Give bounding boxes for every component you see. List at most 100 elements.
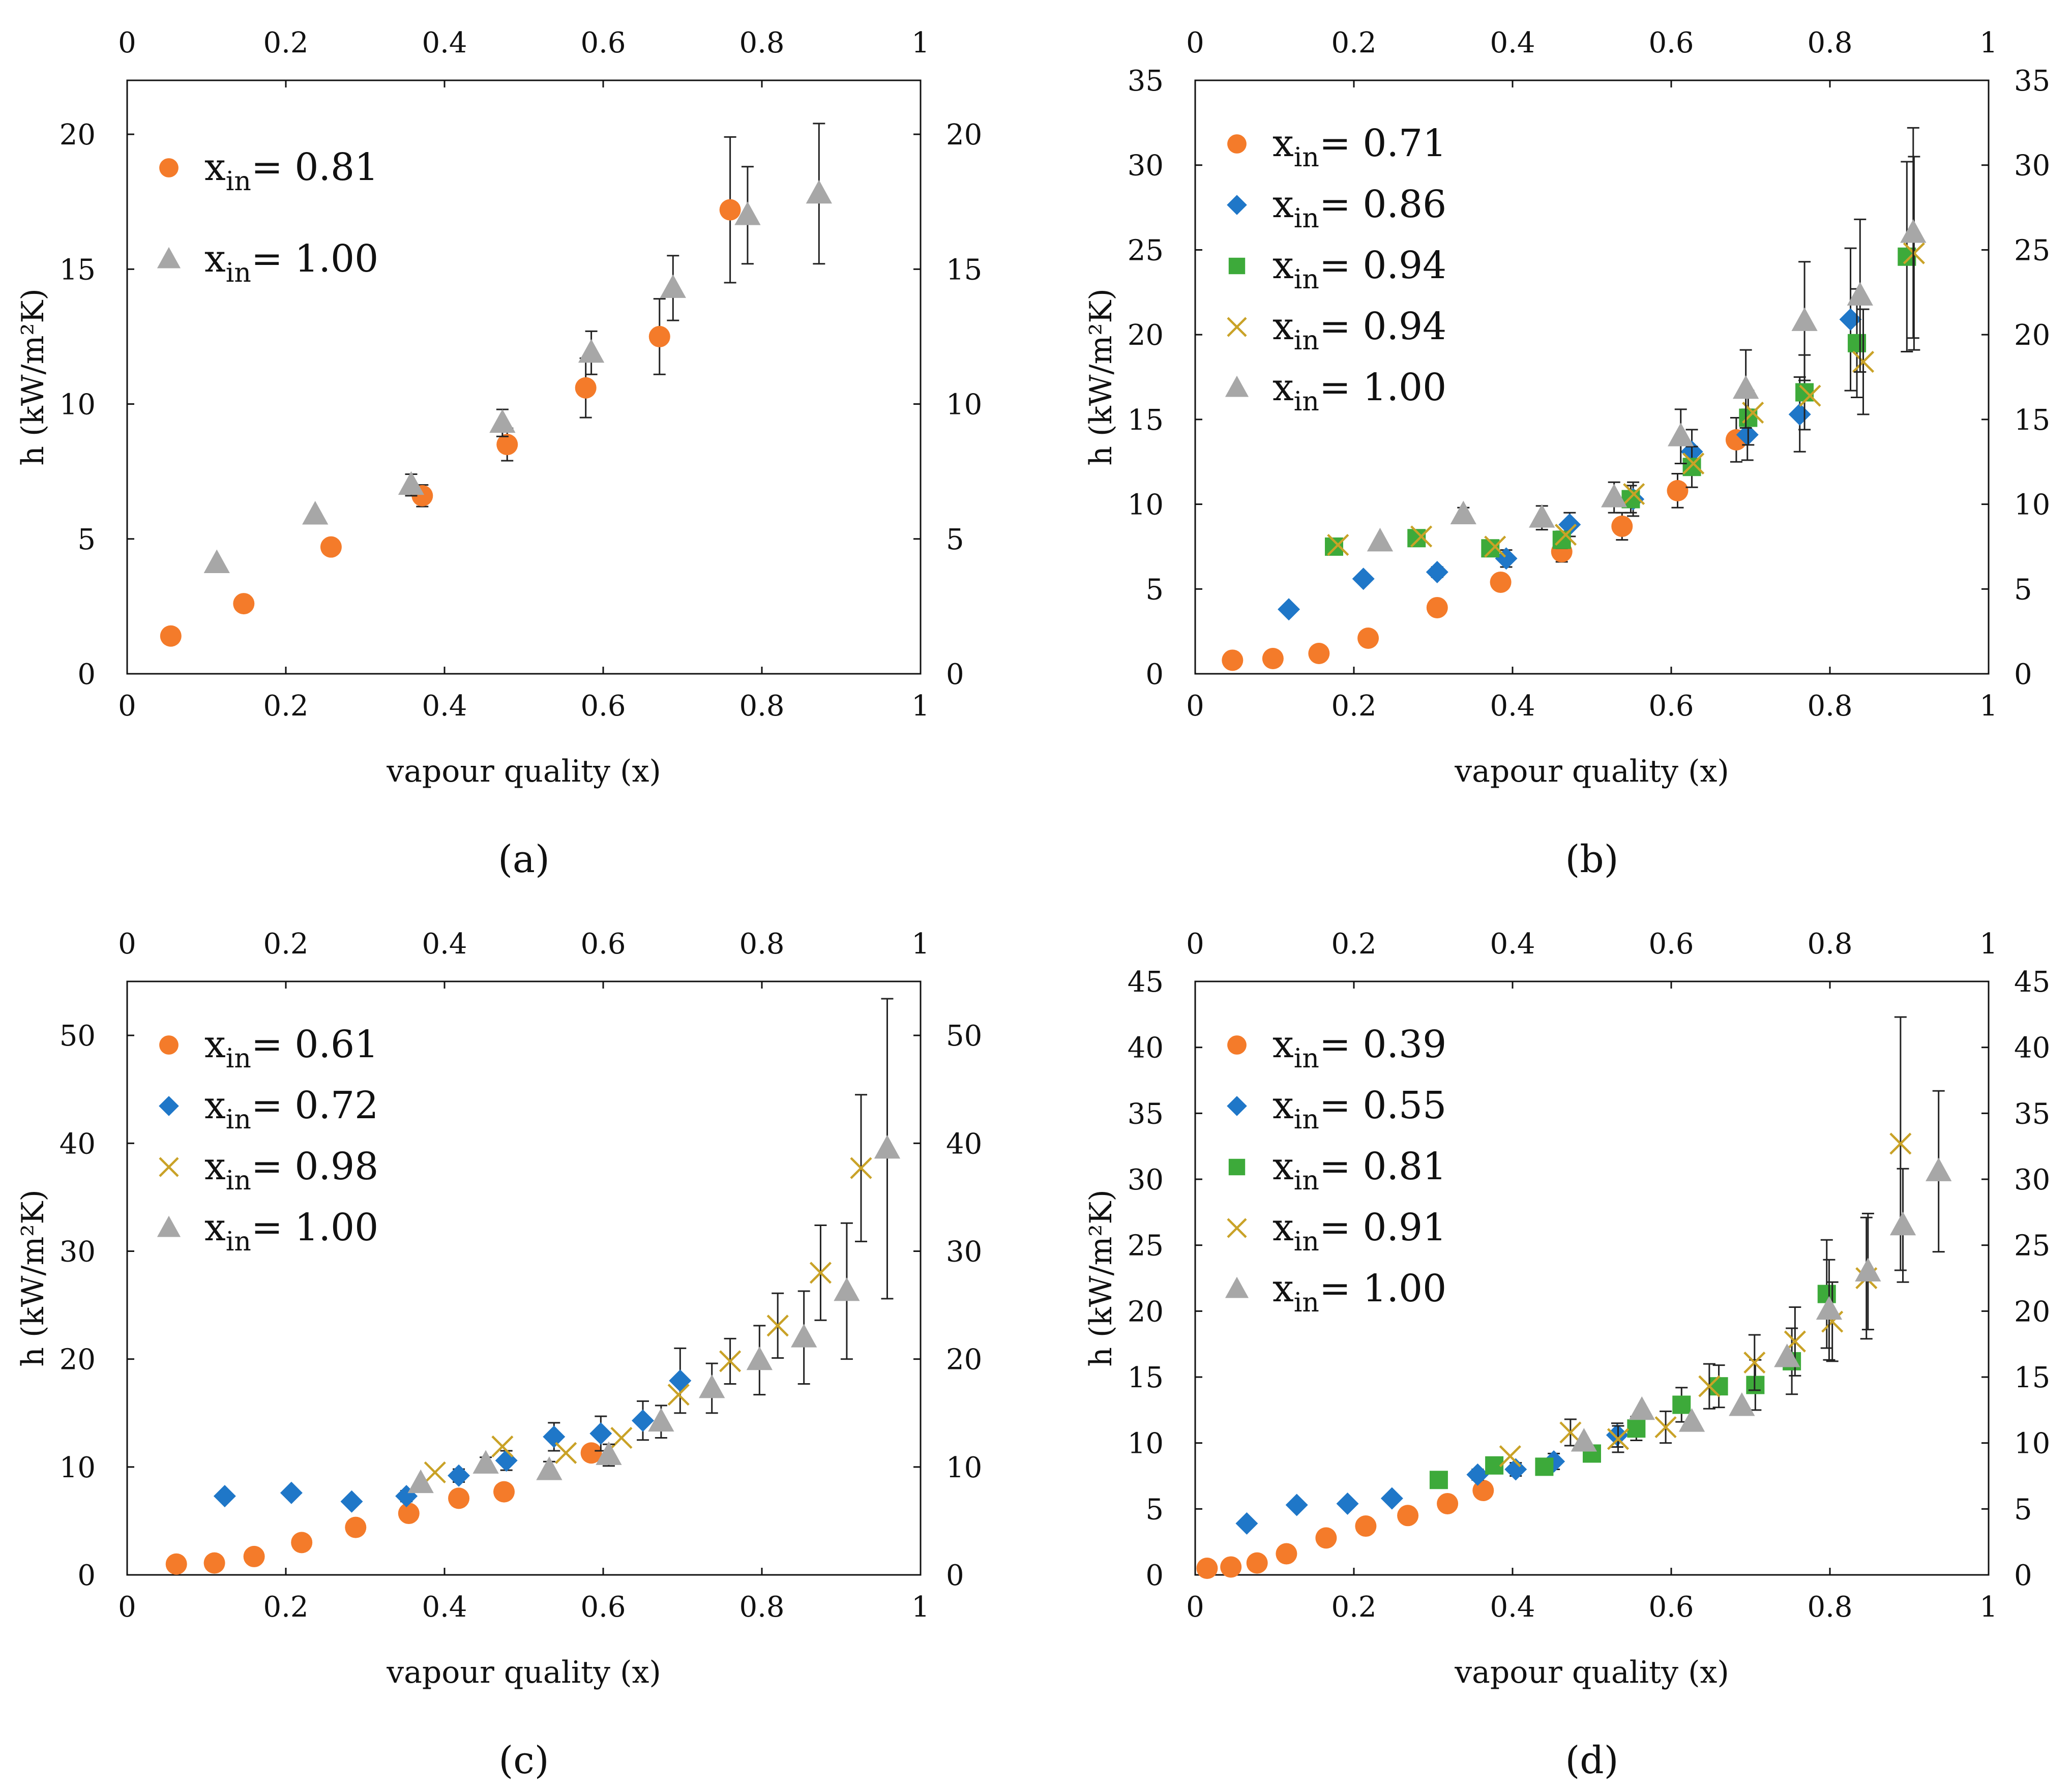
legend-label: xin= 0.94: [1272, 244, 1446, 295]
data-point: [493, 1481, 515, 1503]
y-tick-label: 5: [77, 523, 96, 556]
data-point: [1889, 1211, 1916, 1236]
legend-label: xin= 0.72: [204, 1084, 378, 1135]
legend-value: = 0.91: [1319, 1206, 1446, 1249]
data-point: [1285, 1494, 1308, 1516]
data-point: [489, 409, 516, 433]
data-point: [1426, 560, 1448, 583]
legend-label: xin= 0.91: [1272, 1206, 1446, 1257]
x-top-tick-label: 0.8: [739, 928, 784, 961]
legend-value: = 0.61: [251, 1023, 378, 1066]
data-point: [203, 1552, 225, 1574]
legend-label: xin= 0.81: [204, 145, 378, 197]
x-top-tick-label: 0.2: [263, 26, 308, 59]
legend-item: xin= 0.71: [1227, 122, 1446, 173]
x-tick-label: 1: [911, 1591, 930, 1624]
data-point: [791, 1324, 817, 1348]
legend-label: xin= 0.39: [1272, 1023, 1446, 1074]
x-top-tick-label: 0: [118, 928, 136, 961]
data-point: [1654, 1416, 1677, 1439]
legend-item: xin= 0.81: [159, 145, 378, 197]
legend-subscript: in: [1294, 264, 1319, 295]
series-triangle: [407, 998, 901, 1494]
data-point: [1327, 533, 1349, 556]
y-tick-label: 10: [60, 389, 96, 422]
legend-label: xin= 0.61: [204, 1023, 378, 1074]
legend-subscript: in: [226, 166, 251, 197]
data-point: [1315, 1527, 1337, 1549]
y-right-tick-label: 15: [2014, 1361, 2050, 1394]
legend-item: xin= 1.00: [157, 1206, 378, 1257]
data-point: [407, 1469, 434, 1494]
x-tick-label: 0.2: [1331, 1591, 1376, 1624]
y-tick-label: 30: [60, 1235, 96, 1268]
y-tick-label: 10: [1128, 1427, 1164, 1460]
series-circle: [160, 136, 741, 647]
legend-marker: [1227, 1096, 1247, 1116]
legend-subscript: in: [1294, 1288, 1319, 1318]
data-point: [1220, 1556, 1242, 1578]
data-point: [472, 1450, 499, 1474]
data-point: [233, 593, 255, 615]
y-right-tick-label: 20: [2014, 1295, 2050, 1328]
x-top-tick-label: 0.2: [1331, 928, 1376, 961]
data-point: [345, 1516, 367, 1538]
legend-value: = 0.72: [251, 1084, 378, 1127]
y-tick-label: 15: [1128, 1361, 1164, 1394]
x-tick-label: 0.2: [1331, 690, 1376, 723]
x-top-tick-label: 0.8: [739, 26, 784, 59]
x-tick-label: 0: [118, 690, 136, 723]
data-point: [578, 339, 605, 363]
data-point: [1816, 1296, 1843, 1320]
y-tick-label: 25: [1128, 234, 1164, 267]
legend-item: xin= 0.94: [1227, 305, 1446, 356]
y-right-tick-label: 40: [946, 1127, 982, 1160]
legend-var: x: [1272, 1084, 1294, 1127]
legend-var: x: [204, 145, 226, 189]
legend-subscript: in: [1294, 1105, 1319, 1135]
data-point: [1623, 483, 1645, 505]
legend-item: xin= 0.61: [159, 1023, 378, 1074]
data-point: [1352, 568, 1375, 590]
legend-var: x: [204, 1145, 226, 1188]
legend-value: = 1.00: [251, 1206, 378, 1249]
data-point: [1450, 500, 1476, 525]
panel-label: (c): [498, 1739, 549, 1782]
legend-value: = 0.71: [1319, 122, 1446, 165]
legend-var: x: [1272, 1206, 1294, 1249]
data-point: [1678, 1408, 1705, 1432]
legend-var: x: [1272, 305, 1294, 348]
data-point: [1499, 1445, 1521, 1468]
legend-subscript: in: [226, 258, 251, 288]
data-point: [719, 199, 741, 221]
y-tick-label: 50: [60, 1020, 96, 1053]
legend-var: x: [204, 1084, 226, 1127]
y-tick-label: 20: [60, 118, 96, 152]
legend-value: = 0.81: [1319, 1145, 1446, 1188]
x-tick-label: 0.6: [1648, 1591, 1694, 1624]
data-point: [1437, 1492, 1459, 1514]
y-axis-title: h (kW/m²K): [1083, 1189, 1119, 1367]
y-right-tick-label: 45: [2014, 966, 2050, 999]
y-tick-label: 35: [1128, 1097, 1164, 1130]
x-tick-label: 0.6: [580, 1591, 626, 1624]
data-point: [1889, 1132, 1912, 1155]
data-point: [1799, 384, 1821, 407]
legend-item: xin= 0.98: [159, 1145, 378, 1196]
data-point: [1235, 1512, 1258, 1535]
data-point: [596, 1441, 622, 1465]
panel-label: (a): [498, 838, 550, 881]
data-point: [589, 1422, 612, 1445]
y-tick-label: 30: [1128, 150, 1164, 183]
data-point: [1429, 1471, 1448, 1489]
legend-label: xin= 0.98: [204, 1145, 378, 1196]
data-point: [496, 434, 518, 456]
legend-subscript: in: [1294, 1166, 1319, 1196]
y-right-tick-label: 10: [2014, 1427, 2050, 1460]
data-point: [1607, 1428, 1630, 1450]
legend-var: x: [1272, 1145, 1294, 1188]
legend-marker: [159, 1096, 179, 1116]
y-axis-title: h (kW/m²K): [15, 1189, 51, 1367]
y-right-tick-label: 5: [2014, 573, 2032, 606]
x-top-tick-label: 0.4: [1490, 26, 1535, 59]
